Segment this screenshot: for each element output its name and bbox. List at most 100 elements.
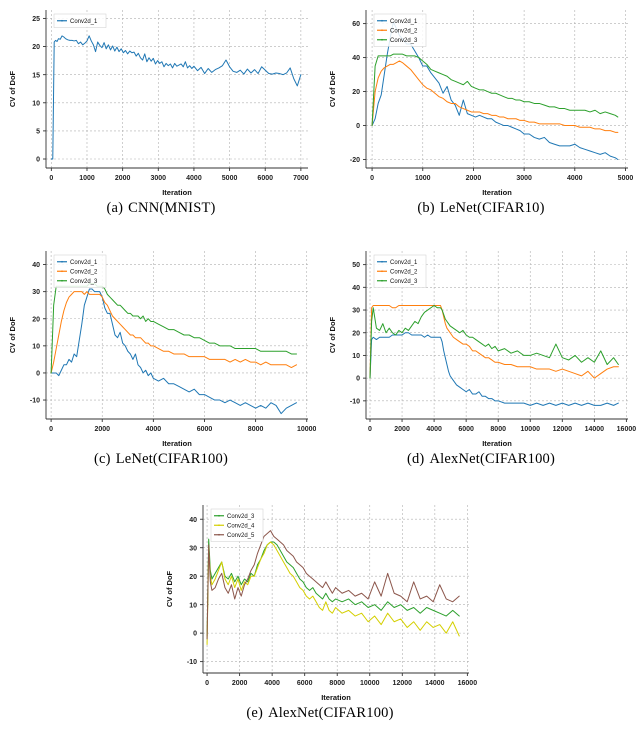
y-axis-label: CV of DoF bbox=[165, 570, 174, 607]
y-tick-label: 25 bbox=[32, 16, 40, 23]
y-tick-label: 0 bbox=[36, 157, 40, 164]
x-tick-label: 1000 bbox=[415, 175, 431, 182]
series-group bbox=[206, 530, 460, 646]
y-axis-label: CV of DoF bbox=[8, 70, 17, 107]
series-line bbox=[50, 283, 297, 374]
legend-marker-icon bbox=[61, 260, 63, 263]
legend-marker-icon bbox=[381, 279, 383, 282]
series-line bbox=[206, 530, 460, 640]
x-tick-label: 2000 bbox=[94, 426, 110, 433]
series-line bbox=[206, 541, 460, 646]
series-line bbox=[50, 35, 302, 160]
x-tick-label: 8000 bbox=[490, 426, 506, 433]
y-tick-label: 20 bbox=[189, 574, 197, 581]
x-tick-label: 0 bbox=[49, 175, 53, 182]
x-axis-label: Iteration bbox=[321, 693, 351, 702]
caption-d: (d) AlexNet(CIFAR100) bbox=[326, 451, 636, 468]
x-axis-label: Iteration bbox=[482, 188, 512, 197]
x-tick-label: 7000 bbox=[293, 175, 309, 182]
y-axis-label: CV of DoF bbox=[328, 316, 337, 353]
legend-label: Conv2d_3 bbox=[390, 279, 418, 285]
panel-e: 0 2000 4000 6000 8000 10000 12000 14000 16000 -10… bbox=[163, 497, 477, 722]
x-tick-label: 10000 bbox=[521, 426, 541, 433]
y-tick-label: 40 bbox=[352, 55, 360, 62]
legend-label: Conv2d_2 bbox=[390, 29, 418, 35]
plot-canvas: 0 2000 4000 6000 8000 10000 12000 14000 16000 -10… bbox=[165, 505, 477, 702]
x-tick-label: 6000 bbox=[297, 680, 313, 687]
series-line bbox=[369, 304, 619, 379]
x-tick-label: 8000 bbox=[329, 680, 345, 687]
legend-marker-icon bbox=[381, 19, 383, 22]
y-tick-label: 10 bbox=[32, 343, 40, 350]
series-group bbox=[50, 283, 297, 415]
series-line bbox=[369, 304, 619, 379]
caption-c-label: (c) bbox=[94, 451, 111, 467]
y-tick-label: 20 bbox=[32, 316, 40, 323]
legend-label: Conv2d_1 bbox=[390, 260, 418, 266]
x-tick-label: 4000 bbox=[146, 426, 162, 433]
y-tick-label: 20 bbox=[352, 330, 360, 337]
legend-label: Conv2d_2 bbox=[70, 270, 98, 276]
x-tick-label: 14000 bbox=[425, 680, 445, 687]
series-group bbox=[369, 304, 619, 406]
y-tick-label: 10 bbox=[32, 100, 40, 107]
x-tick-label: 2000 bbox=[232, 680, 248, 687]
y-axis-label: CV of DoF bbox=[8, 316, 17, 353]
legend-marker-icon bbox=[218, 524, 220, 527]
y-tick-label: -10 bbox=[187, 659, 197, 666]
legend-marker-icon bbox=[61, 279, 63, 282]
x-tick-label: 14000 bbox=[585, 426, 605, 433]
y-tick-label: 60 bbox=[352, 21, 360, 28]
x-tick-label: 4000 bbox=[426, 426, 442, 433]
y-tick-label: 15 bbox=[32, 72, 40, 79]
series-group bbox=[50, 35, 302, 160]
caption-e-text: AlexNet(CIFAR100) bbox=[268, 705, 394, 721]
legend-marker-icon bbox=[218, 514, 220, 517]
caption-d-text: AlexNet(CIFAR100) bbox=[429, 451, 556, 467]
legend-label: Conv2d_1 bbox=[70, 19, 98, 25]
legend-label: Conv2d_4 bbox=[227, 524, 255, 530]
caption-a-label: (a) bbox=[106, 200, 124, 216]
x-tick-label: 6000 bbox=[197, 426, 213, 433]
y-tick-label: 10 bbox=[352, 353, 360, 360]
series-line bbox=[369, 332, 619, 406]
x-tick-label: 2000 bbox=[394, 426, 410, 433]
y-tick-label: 0 bbox=[356, 123, 360, 130]
y-tick-label: -10 bbox=[350, 398, 360, 405]
x-tick-label: 0 bbox=[205, 680, 209, 687]
caption-e-label: (e) bbox=[246, 705, 264, 721]
legend-marker-icon bbox=[381, 29, 383, 32]
y-tick-label: 0 bbox=[193, 631, 197, 638]
y-tick-label: -10 bbox=[30, 398, 40, 405]
chart-a: 0 1000 2000 3000 4000 5000 6000 7000 0 5 10 15 20 25 I… bbox=[6, 2, 316, 198]
x-tick-label: 0 bbox=[368, 426, 372, 433]
x-tick-label: 4000 bbox=[567, 175, 583, 182]
series-line bbox=[206, 538, 460, 637]
legend-label: Conv2d_3 bbox=[70, 279, 98, 285]
y-tick-label: 5 bbox=[36, 128, 40, 135]
x-tick-label: 0 bbox=[370, 175, 374, 182]
x-tick-label: 3000 bbox=[516, 175, 532, 182]
x-tick-label: 12000 bbox=[553, 426, 573, 433]
caption-b-text: LeNet(CIFAR10) bbox=[439, 200, 545, 216]
chart-c: 0 2000 4000 6000 8000 10000 -10 0 10 20 30 40 Iterat… bbox=[6, 243, 316, 449]
x-tick-label: 12000 bbox=[393, 680, 413, 687]
legend-marker-icon bbox=[381, 270, 383, 273]
caption-e: (e) AlexNet(CIFAR100) bbox=[163, 705, 477, 722]
legend-marker-icon bbox=[61, 19, 63, 22]
legend-label: Conv2d_5 bbox=[227, 533, 255, 539]
x-tick-label: 2000 bbox=[466, 175, 482, 182]
x-axis-label: Iteration bbox=[162, 439, 192, 448]
panel-c: 0 2000 4000 6000 8000 10000 -10 0 10 20 30 40 Iterat… bbox=[6, 243, 316, 468]
series-line bbox=[371, 60, 619, 133]
x-tick-label: 16000 bbox=[458, 680, 477, 687]
chart-e: 0 2000 4000 6000 8000 10000 12000 14000 16000 -10… bbox=[163, 497, 477, 703]
y-tick-label: 30 bbox=[32, 289, 40, 296]
y-tick-label: 0 bbox=[356, 376, 360, 383]
caption-a-text: CNN(MNIST) bbox=[128, 200, 216, 216]
y-tick-label: 20 bbox=[352, 89, 360, 96]
x-tick-label: 0 bbox=[49, 426, 53, 433]
y-tick-label: 50 bbox=[352, 262, 360, 269]
y-tick-label: 10 bbox=[189, 602, 197, 609]
x-tick-label: 2000 bbox=[115, 175, 131, 182]
